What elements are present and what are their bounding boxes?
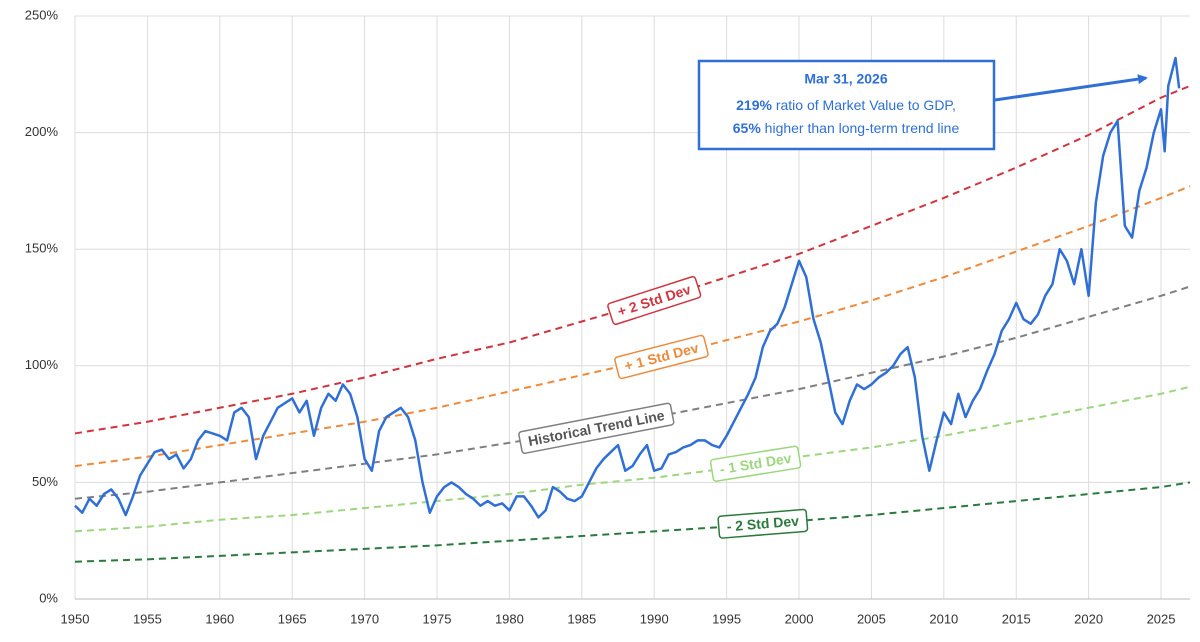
x-tick-label: 1975 (423, 611, 452, 626)
line-label-box (518, 402, 675, 454)
line-label: - 1 Std Dev (709, 445, 802, 482)
y-tick-label: 150% (25, 241, 59, 256)
x-tick-label: 2015 (1002, 611, 1031, 626)
x-tick-label: 2000 (785, 611, 814, 626)
line-label-box (709, 445, 802, 482)
y-tick-label: 200% (25, 124, 59, 139)
trend-line (74, 481, 1191, 563)
x-tick-label: 1985 (567, 611, 596, 626)
x-tick-label: 1990 (640, 611, 669, 626)
x-tick-label: 2025 (1147, 611, 1176, 626)
annotation-line: 219% ratio of Market Value to GDP, (736, 97, 956, 113)
line-label-box (614, 334, 709, 380)
line-label-text: - 2 Std Dev (726, 513, 800, 535)
annotation-line: 65% higher than long-term trend line (733, 120, 960, 136)
x-tick-label: 1950 (61, 611, 90, 626)
trend-line (74, 385, 1191, 533)
line-label: Historical Trend Line (518, 402, 675, 454)
x-tick-label: 2005 (857, 611, 886, 626)
x-tick-label: 1970 (350, 611, 379, 626)
line-label-box (607, 275, 702, 326)
y-tick-label: 100% (25, 357, 59, 372)
x-tick-label: 2010 (929, 611, 958, 626)
line-label: + 1 Std Dev (614, 334, 709, 380)
annotation: Mar 31, 2026 219% ratio of Market Value … (697, 59, 1148, 151)
x-tick-label: 1955 (133, 611, 162, 626)
data-line (74, 56, 1181, 519)
annotation-bold: 65% (733, 120, 762, 136)
annotation-arrow (994, 74, 1148, 102)
line-label-box (717, 508, 809, 539)
x-tick-label: 1995 (712, 611, 741, 626)
x-tick-label: 1960 (205, 611, 234, 626)
x-tick-label: 1980 (495, 611, 524, 626)
y-tick-label: 0% (39, 590, 58, 605)
x-tick-label: 2020 (1074, 611, 1103, 626)
y-tick-label: 50% (32, 474, 58, 489)
x-tick-label: 1965 (278, 611, 307, 626)
annotation-text: ratio of Market Value to GDP, (776, 97, 956, 113)
trend-line (74, 285, 1191, 500)
line-label: - 2 Std Dev (717, 508, 809, 539)
annotation-text: higher than long-term trend line (765, 120, 960, 136)
trend-line (74, 85, 1191, 435)
annotation-bold: 219% (736, 97, 772, 113)
y-tick-label: 250% (25, 7, 59, 22)
annotation-box (697, 59, 996, 151)
annotation-date: Mar 31, 2026 (804, 71, 887, 87)
